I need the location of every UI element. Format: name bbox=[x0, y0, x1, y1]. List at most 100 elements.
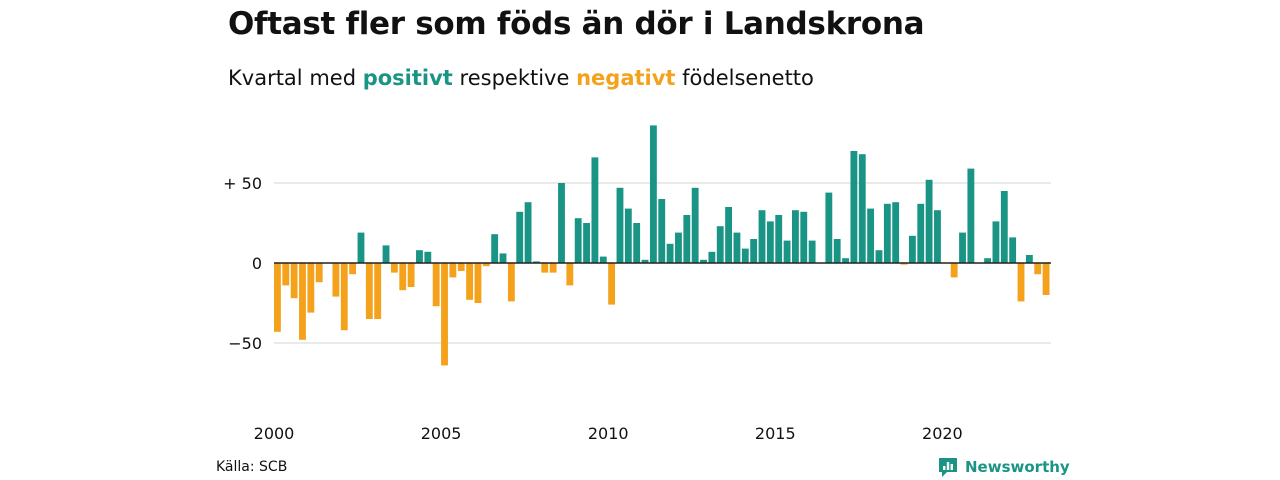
bar bbox=[574, 218, 582, 263]
subtitle-suffix: födelsenetto bbox=[682, 66, 814, 90]
bar bbox=[1034, 263, 1042, 275]
bar bbox=[566, 263, 574, 286]
bar bbox=[792, 210, 799, 263]
bar bbox=[307, 263, 315, 313]
bar bbox=[332, 263, 340, 297]
bar bbox=[808, 240, 816, 263]
bar bbox=[416, 250, 423, 263]
bar bbox=[833, 239, 841, 263]
x-tick-label: 2005 bbox=[421, 424, 462, 443]
bar bbox=[516, 211, 524, 263]
bar bbox=[733, 232, 741, 263]
bar bbox=[365, 263, 373, 319]
bar bbox=[850, 151, 858, 263]
bar bbox=[825, 192, 833, 263]
bar bbox=[432, 263, 440, 307]
bar bbox=[1025, 255, 1033, 263]
bar bbox=[583, 223, 590, 263]
bar bbox=[867, 208, 875, 263]
bar bbox=[1009, 237, 1017, 263]
bar bbox=[616, 187, 624, 263]
bar bbox=[407, 263, 415, 287]
bar bbox=[274, 263, 281, 332]
x-tick-label: 2010 bbox=[588, 424, 629, 443]
bar bbox=[675, 232, 682, 263]
bar bbox=[624, 208, 632, 263]
bar bbox=[340, 263, 348, 331]
bar bbox=[649, 125, 657, 264]
chart-subtitle: Kvartal med positivt respektive negativt… bbox=[228, 66, 814, 90]
bar bbox=[357, 232, 365, 263]
x-tick-label: 2000 bbox=[254, 424, 295, 443]
bar bbox=[892, 202, 900, 263]
bar bbox=[549, 263, 557, 273]
bar bbox=[758, 210, 766, 263]
bar bbox=[491, 234, 499, 263]
bar bbox=[591, 157, 599, 263]
bar bbox=[441, 263, 448, 366]
bar bbox=[315, 263, 323, 283]
bar bbox=[984, 258, 992, 263]
x-axis-ticks: 2000 2005 2010 2015 2020 bbox=[254, 424, 963, 443]
x-tick-label: 2015 bbox=[755, 424, 796, 443]
bar bbox=[382, 245, 390, 263]
bar bbox=[967, 168, 975, 263]
bar bbox=[482, 263, 490, 267]
bar bbox=[299, 263, 306, 340]
bar bbox=[950, 263, 958, 278]
bar bbox=[959, 232, 966, 263]
bars bbox=[274, 125, 1050, 366]
bar bbox=[1042, 263, 1050, 295]
bar bbox=[424, 251, 432, 263]
bar bbox=[683, 215, 691, 263]
bar bbox=[1017, 263, 1025, 302]
bar bbox=[800, 211, 808, 263]
source-note: Källa: SCB bbox=[216, 459, 288, 475]
subtitle-middle: respektive bbox=[459, 66, 570, 90]
subtitle-positive: positivt bbox=[362, 66, 453, 90]
bar bbox=[917, 203, 925, 263]
bar bbox=[1000, 191, 1008, 263]
bar bbox=[499, 253, 507, 263]
bar bbox=[992, 221, 1000, 263]
bar bbox=[457, 263, 465, 271]
bar bbox=[474, 263, 482, 303]
bar bbox=[908, 235, 916, 263]
bar bbox=[716, 226, 724, 263]
bar bbox=[775, 215, 783, 263]
bar bbox=[883, 203, 891, 263]
bar bbox=[558, 183, 565, 263]
bar bbox=[900, 263, 908, 265]
bar bbox=[708, 251, 716, 263]
newsworthy-logo-icon bbox=[939, 458, 957, 477]
bar bbox=[658, 199, 666, 263]
subtitle-negative: negativt bbox=[576, 66, 676, 90]
bar bbox=[541, 263, 549, 273]
bar bbox=[449, 263, 457, 278]
y-tick-label: −50 bbox=[228, 334, 262, 353]
bar bbox=[608, 263, 616, 305]
y-tick-label: + 50 bbox=[223, 174, 262, 193]
bar bbox=[390, 263, 398, 273]
chart-title: Oftast fler som föds än dör i Landskrona bbox=[228, 6, 925, 42]
subtitle-prefix: Kvartal med bbox=[228, 66, 357, 90]
bar bbox=[282, 263, 290, 286]
bar bbox=[290, 263, 298, 299]
bar bbox=[750, 239, 758, 263]
bar bbox=[783, 240, 791, 263]
brand-name: Newsworthy bbox=[965, 458, 1070, 476]
x-tick-label: 2020 bbox=[922, 424, 963, 443]
bar bbox=[700, 259, 707, 263]
bar bbox=[349, 263, 357, 275]
bar bbox=[641, 259, 649, 263]
bar bbox=[466, 263, 474, 300]
bar bbox=[399, 263, 407, 291]
bar bbox=[858, 154, 866, 263]
grid-lines bbox=[274, 182, 1051, 344]
bar bbox=[925, 179, 933, 263]
bar bbox=[633, 223, 641, 263]
brand-logo[interactable]: Newsworthy bbox=[937, 456, 1070, 478]
bar bbox=[741, 248, 749, 263]
bar bbox=[691, 187, 699, 263]
